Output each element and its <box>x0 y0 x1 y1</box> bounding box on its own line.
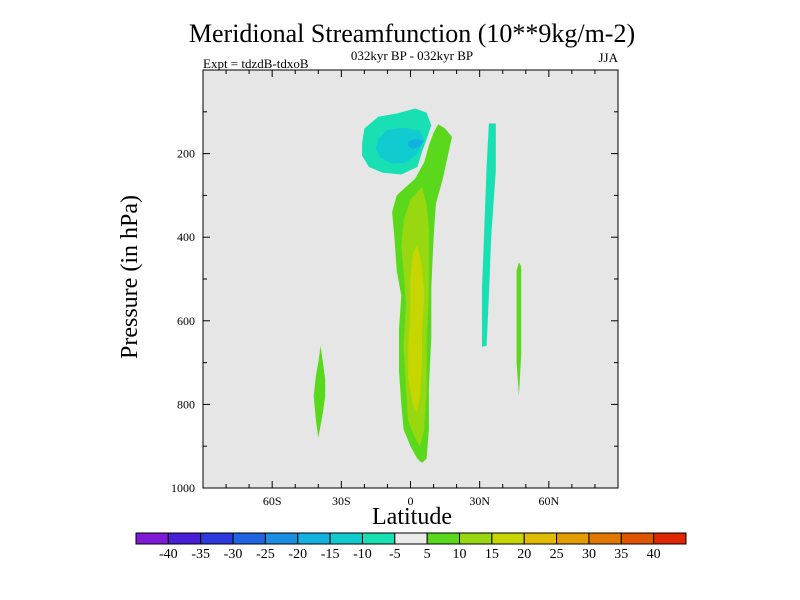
colorbar-label: -15 <box>321 547 340 562</box>
colorbar-box <box>620 532 655 545</box>
colorbar-box <box>135 532 169 545</box>
colorbar-box <box>297 532 331 545</box>
colorbar-label: -20 <box>288 547 307 562</box>
colorbar-box <box>264 532 299 545</box>
contour-tropical-upper-negative-core-b <box>408 138 425 150</box>
contour-northern-upper-negative-band <box>482 123 496 347</box>
plot-area: 60S 30S 0 30N 60N 200 400 600 800 1000 <box>171 69 619 508</box>
experiment-label: Expt = tdzdB-tdxoB <box>203 56 309 71</box>
colorbar-box <box>200 532 234 545</box>
contour-regions <box>313 108 522 463</box>
x-axis-label: Latitude <box>372 504 452 530</box>
x-tick-label: 0 <box>408 494 414 508</box>
y-tick-label: 600 <box>177 314 195 328</box>
colorbar-label: -40 <box>159 547 178 562</box>
contour-southern-lower-positive-cell <box>313 345 326 438</box>
colorbar-label: 20 <box>517 547 531 562</box>
y-tick-label: 1000 <box>171 481 195 495</box>
colorbar-label: 40 <box>647 547 661 562</box>
colorbar-box <box>394 532 428 545</box>
colorbar-box <box>459 532 493 545</box>
contour-equatorial-positive-inner <box>408 245 425 413</box>
colorbar-label: 15 <box>485 547 499 562</box>
colorbar-box <box>232 532 266 545</box>
colorbar-label: -5 <box>389 547 401 562</box>
colorbar-label: -30 <box>224 547 243 562</box>
colorbar-box <box>426 532 461 545</box>
colorbar-box <box>588 532 622 545</box>
y-tick-label: 400 <box>177 230 195 244</box>
y-axis-label: Pressure (in hPa) <box>117 195 143 359</box>
colorbar-label: 5 <box>424 547 431 562</box>
y-tick-label: 200 <box>177 147 195 161</box>
colorbar-label: 10 <box>453 547 467 562</box>
y-tick-label: 800 <box>177 397 195 411</box>
x-tick-label: 30S <box>332 494 351 508</box>
contour-northern-mid-positive-sliver <box>516 262 522 396</box>
colorbar-label: 35 <box>614 547 628 562</box>
x-axis-ticks: 60S 30S 0 30N 60N <box>202 70 619 508</box>
colorbar-label: -25 <box>256 547 275 562</box>
colorbar-label: -10 <box>353 547 372 562</box>
colorbar-box <box>361 532 396 545</box>
y-axis-ticks: 200 400 600 800 1000 <box>171 111 618 495</box>
colorbar-label: 25 <box>550 547 564 562</box>
colorbar: -40 -35 -30 -25 -20 -15 -10 -5 5 10 15 20 25 30 35 40 <box>135 532 687 562</box>
season-label: JJA <box>598 50 618 65</box>
colorbar-box <box>329 532 363 545</box>
colorbar-box <box>556 532 590 545</box>
chart-subtitle: 032kyr BP - 032kyr BP <box>351 48 473 63</box>
colorbar-label: 30 <box>582 547 596 562</box>
x-tick-label: 60N <box>538 494 559 508</box>
x-tick-label: 60S <box>263 494 282 508</box>
colorbar-box <box>491 532 525 545</box>
x-tick-label: 30N <box>469 494 490 508</box>
chart-title: Meridional Streamfunction (10**9kg/m-2) <box>189 19 635 48</box>
colorbar-box <box>167 532 202 545</box>
colorbar-box <box>523 532 558 545</box>
colorbar-box <box>653 532 687 545</box>
colorbar-label: -35 <box>191 547 210 562</box>
contour-tropical-upper-negative-core-a <box>375 127 425 164</box>
